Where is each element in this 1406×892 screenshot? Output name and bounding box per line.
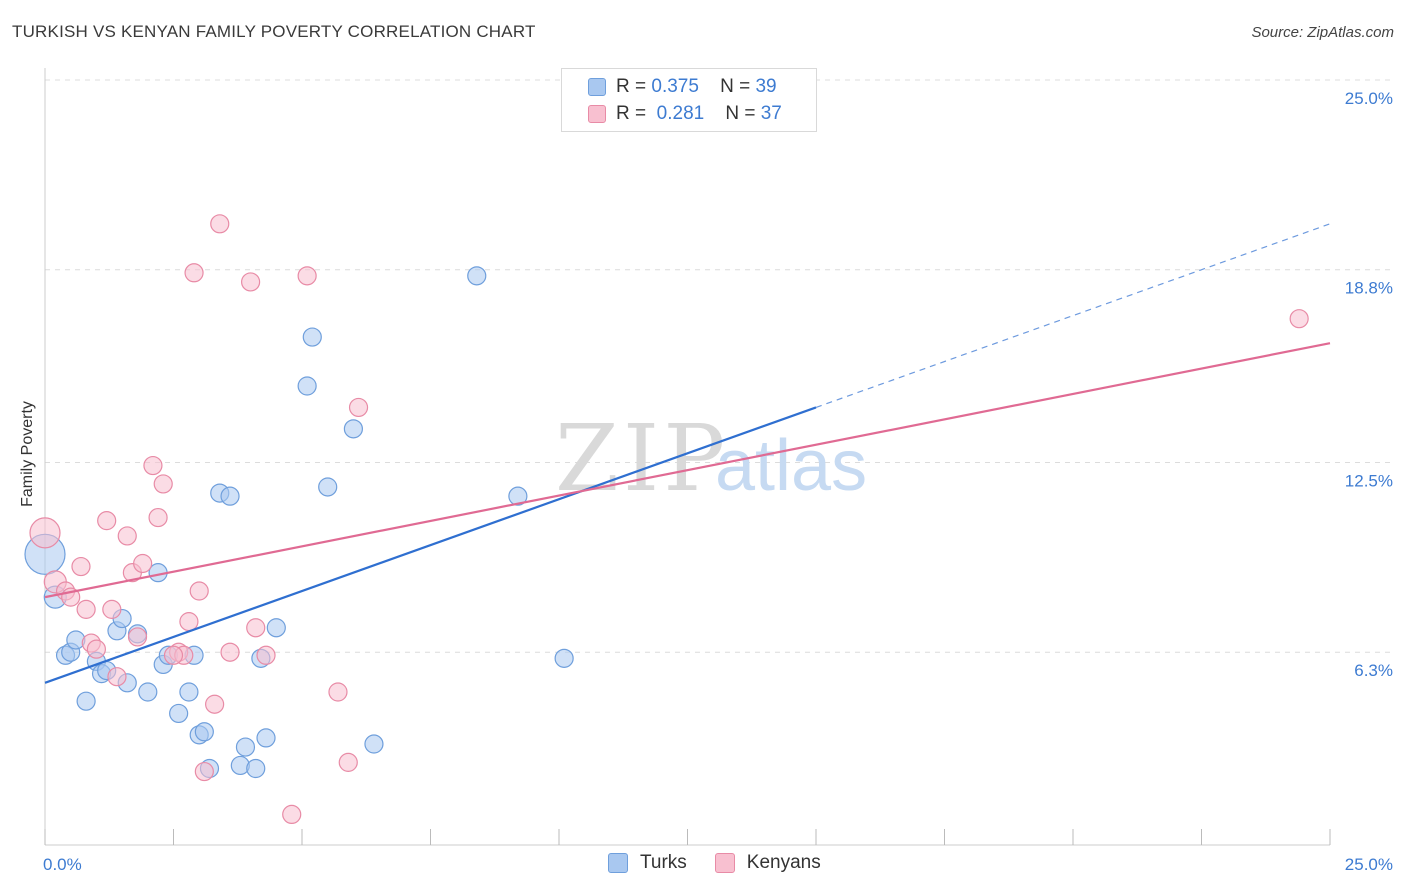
series-legend: Turks Kenyans [608, 852, 849, 874]
data-point-kenyans [102, 599, 122, 619]
legend-swatch-kenyans [588, 105, 606, 123]
x-tick-label: 0.0% [43, 855, 82, 874]
data-point-kenyans [348, 397, 369, 418]
watermark-zip: ZIP [555, 405, 729, 512]
data-point-kenyans [338, 752, 358, 772]
y-tick-label: 6.3% [1354, 661, 1393, 680]
y-tick-label: 25.0% [1345, 89, 1393, 108]
legend-swatch-turks [588, 78, 606, 96]
data-point-kenyans [133, 553, 153, 574]
series-legend-kenyans[interactable]: Kenyans [714, 852, 821, 874]
data-points [24, 214, 1309, 825]
data-point-kenyans [256, 645, 276, 665]
data-point-turks [297, 376, 317, 396]
data-point-turks [508, 486, 528, 506]
watermark-atlas: atlas [715, 426, 867, 506]
data-point-turks [364, 734, 384, 754]
data-point-turks [343, 419, 363, 439]
legend-r-value: 0.281 [656, 103, 705, 124]
watermark: ZIP atlas [555, 405, 867, 512]
data-point-kenyans [117, 526, 137, 546]
data-point-turks [266, 618, 286, 638]
legend-n-value: 39 [755, 76, 777, 97]
data-point-kenyans [143, 455, 163, 476]
data-point-kenyans [189, 581, 209, 601]
data-point-turks [302, 327, 322, 347]
legend-row-kenyans: R = 0.281 N = 37 [588, 102, 782, 126]
legend-row-turks: R = 0.375 N = 39 [588, 75, 777, 99]
data-point-kenyans [76, 599, 96, 619]
data-point-turks [230, 755, 250, 776]
legend-r-value: 0.375 [651, 76, 699, 97]
series-swatch-kenyans [714, 853, 735, 873]
legend-r-label: R = [616, 103, 647, 124]
y-tick-label: 12.5% [1345, 472, 1393, 491]
data-point-kenyans [71, 556, 91, 577]
legend: R = 0.375 N = 39 R = 0.281 N = 37 [561, 68, 817, 132]
data-point-turks [220, 486, 240, 506]
data-point-turks [235, 737, 256, 757]
series-label-turks: Turks [640, 852, 687, 873]
trend-line-turks [44, 406, 817, 684]
y-tick-label: 18.8% [1345, 279, 1393, 298]
data-point-kenyans [297, 266, 317, 286]
data-point-kenyans [148, 507, 168, 528]
series-label-kenyans: Kenyans [746, 852, 821, 873]
data-point-turks [66, 630, 86, 650]
series-swatch-turks [608, 853, 628, 873]
grid-lines [45, 79, 1395, 653]
data-point-turks [318, 477, 338, 497]
data-point-kenyans [127, 627, 148, 647]
data-point-kenyans [282, 804, 302, 825]
data-point-kenyans [210, 214, 230, 234]
data-point-kenyans [205, 694, 225, 714]
series-legend-turks[interactable]: Turks [608, 852, 687, 874]
legend-n-label: N = [725, 103, 756, 124]
chart-title: TURKISH VS KENYAN FAMILY POVERTY CORRELA… [12, 22, 536, 41]
data-point-turks [467, 266, 487, 286]
data-point-turks [76, 691, 96, 711]
data-point-kenyans [86, 639, 107, 659]
data-point-turks [138, 682, 158, 702]
source-label: Source: ZipAtlas.com [1251, 24, 1394, 41]
trend-line-kenyans [44, 342, 1331, 599]
data-point-kenyans [163, 645, 184, 665]
data-point-turks [179, 682, 199, 702]
legend-r-label: R = [616, 76, 647, 97]
data-point-kenyans [179, 612, 199, 632]
data-point-kenyans [220, 642, 240, 662]
data-point-kenyans [246, 618, 266, 638]
trend-extension-turks [815, 223, 1331, 408]
data-point-kenyans [194, 761, 214, 782]
data-point-turks [554, 648, 574, 668]
x-tick-label: 25.0% [1345, 855, 1393, 874]
data-point-turks [256, 728, 276, 748]
data-point-kenyans [97, 511, 117, 531]
data-point-kenyans [1289, 309, 1309, 329]
legend-n-label: N = [720, 76, 751, 97]
data-point-kenyans [29, 517, 61, 549]
data-point-kenyans [184, 263, 204, 283]
tick-labels: 6.3% 12.5% 18.8% 25.0% 0.0% 25.0% [43, 89, 1393, 874]
data-point-kenyans [328, 682, 348, 702]
trend-lines [44, 223, 1331, 684]
series-kenyans [29, 214, 1309, 825]
axes [44, 68, 1331, 846]
data-point-kenyans [241, 272, 261, 292]
data-point-kenyans [153, 474, 173, 494]
data-point-kenyans [107, 667, 127, 687]
data-point-turks [169, 703, 189, 724]
data-point-turks [194, 722, 214, 742]
legend-n-value: 37 [760, 103, 782, 124]
data-point-turks [246, 758, 266, 779]
